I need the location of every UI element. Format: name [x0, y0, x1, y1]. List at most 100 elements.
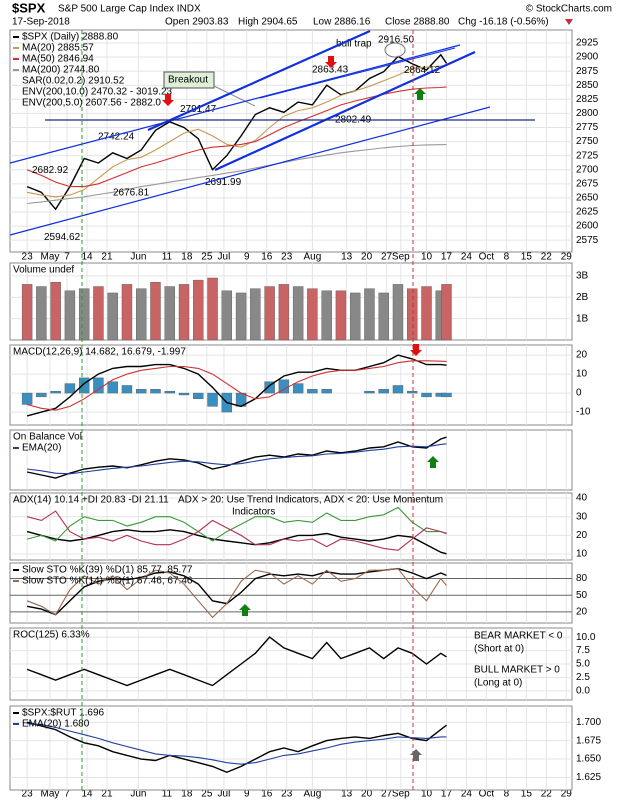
x-tick-label: 23 — [281, 252, 293, 263]
series-line — [26, 436, 447, 479]
x-tick-label: 29 — [561, 252, 573, 263]
x-tick-label: May — [40, 252, 59, 263]
y-tick-label: 2800 — [576, 108, 599, 119]
quote: High 2904.65 — [238, 17, 298, 28]
x-tick-label: Aug — [303, 252, 321, 263]
panel-frame — [9, 429, 573, 491]
x-tick-label: 14 — [81, 789, 93, 800]
y-tick-label: 1.700 — [576, 717, 601, 728]
x-tick-label: Jun — [130, 252, 146, 263]
signal-arrow — [414, 88, 426, 100]
x-tick-label: 27 — [381, 252, 393, 263]
signal-arrow — [410, 749, 422, 761]
x-tick-label: 7 — [64, 789, 70, 800]
x-tick-label: 9 — [244, 789, 250, 800]
bar — [150, 282, 161, 341]
note: (Short at 0) — [474, 644, 524, 655]
annotation: Breakout — [168, 75, 208, 86]
trend-line — [214, 50, 476, 172]
bar — [335, 290, 347, 341]
signal-arrow — [162, 94, 174, 106]
annotation: bull trap — [336, 39, 372, 50]
bar — [50, 282, 61, 341]
x-tick-label: 15 — [521, 789, 533, 800]
bar — [107, 381, 118, 394]
down-marker — [565, 19, 573, 25]
bar — [93, 377, 104, 394]
bar — [150, 389, 161, 394]
x-tick-label: 17 — [441, 252, 453, 263]
bar — [207, 277, 218, 341]
y-tick-label: 2650 — [576, 193, 599, 204]
bar — [21, 284, 33, 341]
legend-entry: ENV(200,10.0) 2470.32 - 3019.23 — [22, 87, 173, 98]
bar — [278, 284, 290, 341]
legend-entry: $SPX:$RUT 1.696 — [22, 708, 105, 719]
y-tick-label: 2925 — [576, 38, 599, 49]
bar — [64, 290, 76, 341]
legend-entry: Slow STO %K(39) %D(1) 85.77, 85.77 — [22, 565, 193, 576]
x-tick-label: 7 — [64, 252, 70, 263]
panel-title: ADX(14) 10.14 +DI 20.83 -DI 21.11 — [13, 495, 169, 506]
trend-line — [9, 44, 461, 164]
bar — [36, 286, 47, 341]
y-tick-label: 30 — [576, 511, 588, 522]
bar — [178, 284, 190, 341]
bar — [164, 390, 175, 394]
x-tick-label: 25 — [201, 789, 213, 800]
y-tick-label: 20 — [576, 607, 588, 618]
legend-entry: MA(200) 2744.80 — [22, 65, 100, 76]
price-label: 2676.81 — [113, 187, 150, 198]
signal-arrow — [427, 456, 439, 468]
y-tick-label: 80 — [576, 573, 588, 584]
note: BULL MARKET > 0 — [474, 665, 560, 676]
price-label: 2594.62 — [44, 232, 81, 243]
annotation-circle — [384, 42, 406, 58]
x-tick-label: 23 — [22, 789, 34, 800]
signal-arrow — [325, 56, 337, 68]
x-tick-label: Oct — [479, 789, 495, 800]
price-label: 2863.43 — [312, 64, 349, 75]
x-tick-label: 21 — [101, 252, 113, 263]
x-tick-label: 20 — [361, 789, 373, 800]
x-tick-label: 11 — [162, 789, 173, 800]
y-tick-label: 10.0 — [576, 632, 596, 643]
bar — [264, 286, 275, 341]
bar — [178, 392, 190, 396]
bar — [441, 392, 452, 398]
bar — [250, 288, 261, 341]
quote: Low 2886.16 — [313, 17, 371, 28]
y-tick-label: 2775 — [576, 122, 599, 133]
symbol: $SPX — [12, 0, 46, 15]
bar — [136, 288, 147, 341]
y-tick-label: 2575 — [576, 235, 599, 246]
signal-arrow — [410, 344, 422, 356]
price-label: 2864.12 — [404, 65, 441, 76]
series-line — [27, 443, 447, 475]
y-tick-label: 2725 — [576, 150, 599, 161]
y-tick-label: 0 — [576, 388, 582, 399]
series-line — [27, 723, 447, 765]
bar — [364, 288, 375, 341]
y-tick-label: 2600 — [576, 221, 599, 232]
x-tick-label: 17 — [441, 789, 453, 800]
panel-frame — [9, 492, 573, 561]
price-label: 2791.47 — [180, 104, 217, 115]
x-tick-label: Jul — [218, 252, 231, 263]
bar — [50, 390, 61, 394]
series-line — [26, 53, 448, 211]
bar — [321, 389, 332, 394]
x-tick-label: 29 — [561, 789, 573, 800]
bar — [421, 392, 432, 398]
y-tick-label: 2675 — [576, 178, 599, 189]
legend-entry: Slow STO %K(14) %D(1) 67.46, 67.46 — [22, 576, 193, 587]
price-label: 2742.24 — [98, 132, 135, 143]
x-tick-label: 24 — [461, 789, 473, 800]
series-line — [26, 721, 447, 774]
y-tick-label: 7.5 — [576, 645, 590, 656]
x-tick-label: 23 — [22, 252, 34, 263]
quote: Open 2903.83 — [165, 17, 229, 28]
y-tick-label: 1.650 — [576, 754, 601, 765]
x-tick-label: Sep — [392, 789, 410, 800]
bar — [292, 383, 304, 394]
